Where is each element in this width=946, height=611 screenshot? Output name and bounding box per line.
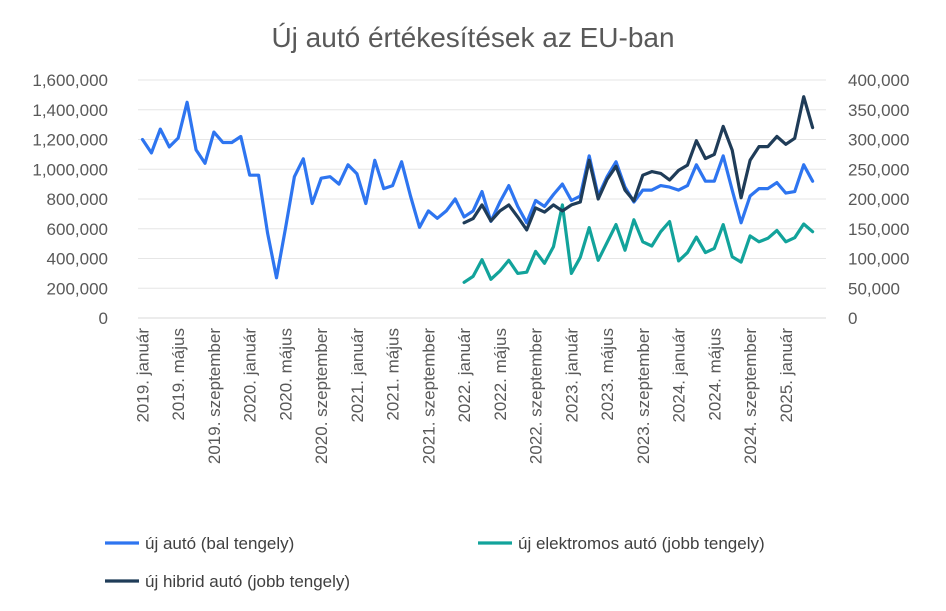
x-axis-tick-label: 2019. május xyxy=(169,328,188,421)
x-axis-tick-label: 2023. január xyxy=(562,328,581,423)
left-axis-tick-label: 0 xyxy=(99,309,108,328)
right-axis-tick-label: 300,000 xyxy=(848,131,909,150)
x-axis-tick-label: 2020. szeptember xyxy=(312,328,331,464)
legend-label: új hibrid autó (jobb tengely) xyxy=(145,572,350,591)
series-line-1 xyxy=(140,100,815,280)
x-axis-tick-label: 2022. január xyxy=(455,328,474,423)
left-axis-tick-label: 200,000 xyxy=(47,279,108,298)
left-axis-tick-label: 1,600,000 xyxy=(32,71,108,90)
right-axis-tick-label: 50,000 xyxy=(848,279,900,298)
x-axis-tick-label: 2025. január xyxy=(777,328,796,423)
x-axis-tick-label: 2019. szeptember xyxy=(205,328,224,464)
right-axis-tick-label: 100,000 xyxy=(848,250,909,269)
left-axis-tick-label: 1,000,000 xyxy=(32,160,108,179)
right-axis-tick-label: 150,000 xyxy=(848,220,909,239)
left-axis-tick-label: 1,200,000 xyxy=(32,131,108,150)
x-axis-tick-label: 2021. május xyxy=(384,328,403,421)
x-axis-tick-label: 2020. január xyxy=(241,328,260,423)
x-axis-tick-label: 2022. szeptember xyxy=(527,328,546,464)
chart-title: Új autó értékesítések az EU-ban xyxy=(271,22,674,53)
x-axis-tick-label: 2021. január xyxy=(348,328,367,423)
right-axis-tick-label: 400,000 xyxy=(848,71,909,90)
x-axis-tick-label: 2019. január xyxy=(133,328,152,423)
x-axis-tick-label: 2023. szeptember xyxy=(634,328,653,464)
x-axis-tick-label: 2022. május xyxy=(491,328,510,421)
series-lines xyxy=(140,95,815,284)
left-axis-tick-label: 400,000 xyxy=(47,250,108,269)
x-axis-tick-label: 2024. január xyxy=(670,328,689,423)
left-axis-tick-label: 800,000 xyxy=(47,190,108,209)
legend-label: új elektromos autó (jobb tengely) xyxy=(518,534,765,553)
legend: új autó (bal tengely) új elektromos autó … xyxy=(105,534,765,591)
x-axis-tick-label: 2023. május xyxy=(598,328,617,421)
gridlines xyxy=(138,79,826,319)
x-axis-tick-label: 2024. május xyxy=(705,328,724,421)
left-axis-tick-label: 1,400,000 xyxy=(32,101,108,120)
x-axis-tick-label: 2021. szeptember xyxy=(419,328,438,464)
right-y-axis: 0 50,000 100,000 150,000 200,000 250,000 300,0… xyxy=(848,71,909,328)
right-axis-tick-label: 200,000 xyxy=(848,190,909,209)
left-y-axis: 0 200,000 400,000 600,000 800,000 1,000,000 1,… xyxy=(32,71,108,328)
right-axis-tick-label: 250,000 xyxy=(848,160,909,179)
left-axis-tick-label: 600,000 xyxy=(47,220,108,239)
legend-label: új autó (bal tengely) xyxy=(145,534,294,553)
right-axis-tick-label: 0 xyxy=(848,309,857,328)
x-axis-tick-label: 2024. szeptember xyxy=(741,328,760,464)
right-axis-tick-label: 350,000 xyxy=(848,101,909,120)
x-axis-tick-label: 2020. május xyxy=(276,328,295,421)
series-line-2 xyxy=(462,203,815,284)
series-line-3 xyxy=(462,95,815,232)
x-axis: 2019. január 2019. május 2019. szeptember 2… xyxy=(133,317,826,464)
